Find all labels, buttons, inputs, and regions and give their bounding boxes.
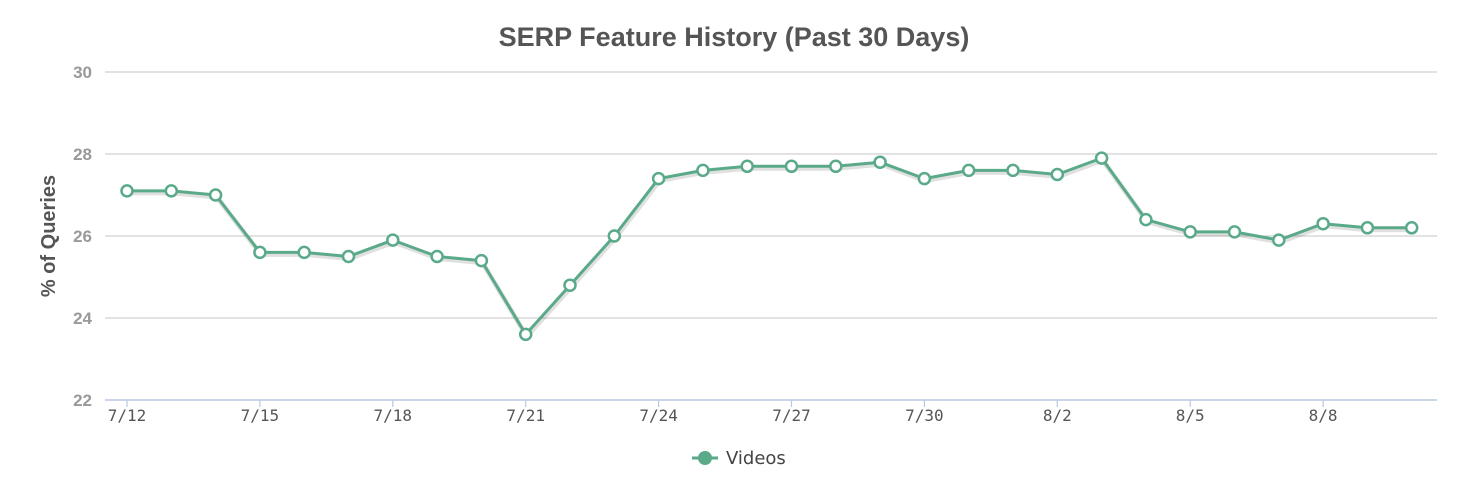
data-point[interactable] [740,159,754,174]
data-point[interactable] [651,171,666,186]
data-point[interactable] [873,155,887,169]
data-point[interactable] [297,245,311,260]
y-tick-label: 22 [73,391,92,410]
data-point[interactable] [164,184,179,198]
data-point[interactable] [1404,221,1419,235]
series-layer [120,151,1419,342]
data-point[interactable] [829,159,843,174]
y-axis-label: % of Queries [38,175,60,297]
data-point[interactable] [1227,225,1242,239]
data-point[interactable] [917,171,932,186]
data-point[interactable] [386,233,400,247]
data-point[interactable] [518,327,533,342]
series-line-shadow [128,157,1413,339]
data-point[interactable] [430,249,444,264]
x-tick-label: 7/18 [374,406,413,425]
data-point[interactable] [253,245,267,260]
x-tick-label: 7/30 [905,406,944,425]
data-point[interactable] [208,188,223,202]
y-tick-label: 26 [73,227,92,246]
series-line [127,156,1412,336]
legend[interactable]: Videos [692,448,786,469]
x-tick-label: 7/21 [506,406,545,425]
data-point[interactable] [607,229,622,243]
grid-lines [105,71,1437,401]
data-point[interactable] [563,278,577,292]
x-tick-label: 7/12 [108,406,147,425]
x-tick-label: 7/27 [772,406,811,425]
data-point[interactable] [784,159,799,174]
x-tick-label: 8/5 [1176,406,1205,425]
data-point[interactable] [341,249,356,264]
data-point[interactable] [1316,216,1330,231]
data-point[interactable] [1272,233,1286,247]
data-point[interactable] [696,163,710,178]
data-point[interactable] [1050,167,1065,182]
chart-title: SERP Feature History (Past 30 Days) [499,22,970,52]
x-tick-label: 8/8 [1309,406,1338,425]
data-point[interactable] [120,184,134,198]
data-point[interactable] [961,163,976,178]
y-tick-label: 28 [73,145,92,164]
y-axis-ticks: 22 24 26 28 30 [73,63,92,410]
x-tick-label: 8/2 [1043,406,1072,425]
x-tick-label: 7/15 [241,406,280,425]
data-point[interactable] [1094,151,1109,165]
data-point[interactable] [474,253,489,268]
x-tick-label: 7/24 [639,406,678,425]
legend-label: Videos [726,448,786,469]
y-tick-label: 24 [73,309,92,328]
data-point[interactable] [1006,163,1020,178]
data-point[interactable] [1360,221,1375,235]
legend-swatch-marker [698,451,712,465]
data-point[interactable] [1183,225,1197,239]
y-tick-label: 30 [73,63,92,82]
data-point[interactable] [1139,212,1153,227]
x-axis-ticks: 7/12 7/15 7/18 7/21 7/24 7/27 7/30 8/2 8/5 8/8 [108,400,1338,425]
